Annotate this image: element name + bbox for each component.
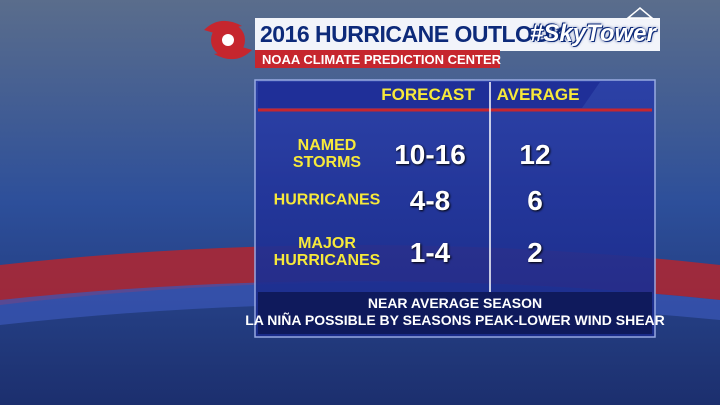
average-value: 2 <box>527 237 543 268</box>
tower-icon <box>625 7 655 19</box>
row-label-line: STORMS <box>292 154 362 171</box>
row-label-line: HURRICANES <box>273 252 381 269</box>
subtitle-bar <box>255 50 500 68</box>
column-header: FORECAST <box>381 85 475 104</box>
forecast-value: 4-8 <box>409 185 451 216</box>
hurricane-logo <box>204 20 252 60</box>
subtitle: NOAA CLIMATE PREDICTION CENTER <box>262 52 502 67</box>
row-label: HURRICANES <box>273 191 381 210</box>
row-label-line: HURRICANES <box>273 191 381 209</box>
hashtag: #SkyTower <box>530 20 656 47</box>
forecast-value: 10-16 <box>394 139 466 170</box>
row-label-line: MAJOR <box>298 235 356 253</box>
footer-box <box>258 292 652 334</box>
header-row <box>258 82 600 108</box>
footer-line: NEAR AVERAGE SEASON <box>367 295 543 311</box>
row-label-line: NAMED <box>297 137 357 155</box>
average-value: 6 <box>527 185 543 216</box>
title-bar <box>255 18 660 51</box>
column-header: AVERAGE <box>496 85 580 104</box>
footer-line: LA NIÑA POSSIBLE BY SEASONS PEAK-LOWER W… <box>245 312 665 328</box>
row-label: MAJOR HURRICANES <box>273 235 381 270</box>
row-label: NAMED STORMS <box>292 137 362 172</box>
average-value: 12 <box>519 139 551 170</box>
forecast-value: 1-4 <box>409 237 451 268</box>
title: 2016 HURRICANE OUTLOOK <box>260 21 566 47</box>
